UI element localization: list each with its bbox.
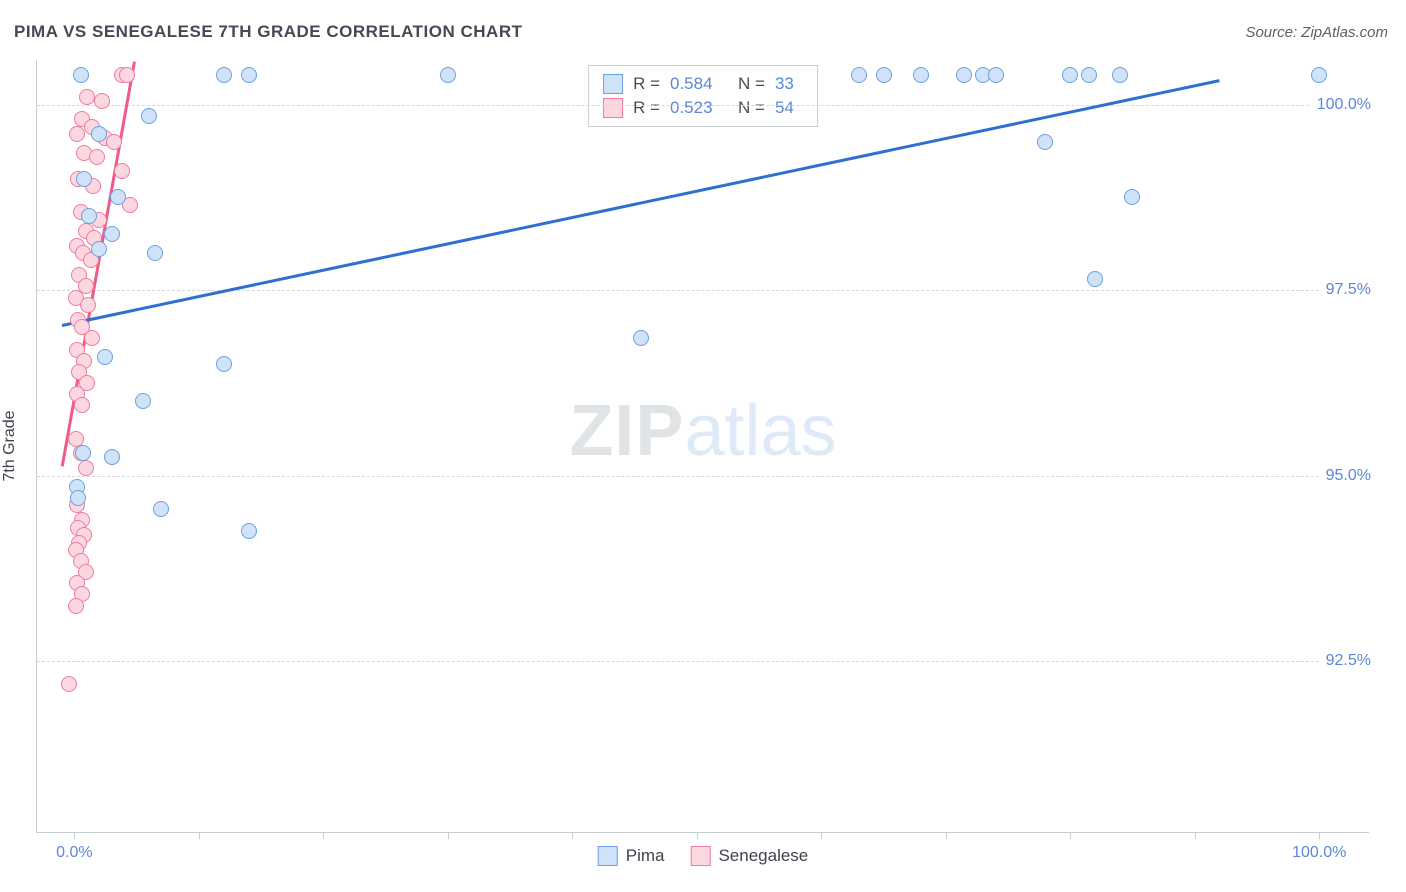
pima-n-value: 33	[775, 74, 803, 94]
chart-title: PIMA VS SENEGALESE 7TH GRADE CORRELATION…	[14, 22, 522, 42]
senegalese-swatch-icon	[603, 98, 623, 118]
pima-swatch-icon	[598, 846, 618, 866]
data-point-senegalese	[84, 330, 100, 346]
data-point-pima	[851, 67, 867, 83]
x-tick	[74, 832, 75, 839]
x-tick	[199, 832, 200, 839]
senegalese-r-value: 0.523	[670, 98, 728, 118]
data-point-senegalese	[106, 134, 122, 150]
x-tick	[448, 832, 449, 839]
y-tick-label: 92.5%	[1320, 652, 1371, 670]
x-tick	[1319, 832, 1320, 839]
data-point-pima	[75, 445, 91, 461]
data-point-senegalese	[61, 676, 77, 692]
x-tick	[1070, 832, 1071, 839]
y-tick-label: 100.0%	[1311, 96, 1371, 114]
data-point-pima	[913, 67, 929, 83]
watermark-part2: atlas	[684, 391, 836, 471]
x-tick	[697, 832, 698, 839]
x-axis-label: 0.0%	[56, 844, 92, 862]
data-point-pima	[110, 189, 126, 205]
data-point-pima	[135, 393, 151, 409]
senegalese-swatch-icon	[690, 846, 710, 866]
data-point-pima	[956, 67, 972, 83]
r-label: R =	[633, 74, 660, 94]
data-point-pima	[153, 501, 169, 517]
n-label: N =	[738, 74, 765, 94]
data-point-pima	[440, 67, 456, 83]
data-point-pima	[104, 226, 120, 242]
source-label: Source: ZipAtlas.com	[1245, 24, 1388, 41]
data-point-pima	[91, 126, 107, 142]
r-label: R =	[633, 98, 660, 118]
data-point-pima	[97, 349, 113, 365]
x-tick	[1195, 832, 1196, 839]
data-point-pima	[141, 108, 157, 124]
data-point-senegalese	[78, 460, 94, 476]
data-point-senegalese	[80, 297, 96, 313]
legend-label-senegalese: Senegalese	[718, 846, 808, 866]
x-tick	[821, 832, 822, 839]
pima-swatch-icon	[603, 74, 623, 94]
y-axis-title: 7th Grade	[1, 410, 19, 481]
data-point-senegalese	[68, 598, 84, 614]
gridline	[37, 290, 1369, 291]
n-label: N =	[738, 98, 765, 118]
watermark: ZIPatlas	[569, 390, 836, 472]
data-point-senegalese	[94, 93, 110, 109]
data-point-pima	[1037, 134, 1053, 150]
y-tick-label: 95.0%	[1320, 467, 1371, 485]
data-point-pima	[73, 67, 89, 83]
senegalese-n-value: 54	[775, 98, 803, 118]
data-point-pima	[147, 245, 163, 261]
data-point-pima	[241, 67, 257, 83]
data-point-pima	[216, 67, 232, 83]
watermark-part1: ZIP	[569, 391, 684, 471]
y-tick-label: 97.5%	[1320, 281, 1371, 299]
data-point-senegalese	[69, 126, 85, 142]
data-point-pima	[216, 356, 232, 372]
data-point-pima	[70, 490, 86, 506]
gridline	[37, 476, 1369, 477]
data-point-pima	[876, 67, 892, 83]
stats-legend-row-pima: R = 0.584 N = 33	[603, 72, 803, 96]
gridline	[37, 105, 1369, 106]
data-point-senegalese	[74, 397, 90, 413]
data-point-pima	[91, 241, 107, 257]
data-point-pima	[104, 449, 120, 465]
pima-r-value: 0.584	[670, 74, 728, 94]
x-tick	[946, 832, 947, 839]
scatter-plot-area: ZIPatlas R = 0.584 N = 33 R = 0.523 N = …	[36, 60, 1369, 833]
series-legend: Pima Senegalese	[598, 846, 809, 866]
data-point-pima	[81, 208, 97, 224]
data-point-pima	[1081, 67, 1097, 83]
data-point-pima	[241, 523, 257, 539]
x-tick	[572, 832, 573, 839]
stats-legend-row-senegalese: R = 0.523 N = 54	[603, 96, 803, 120]
data-point-pima	[633, 330, 649, 346]
legend-label-pima: Pima	[626, 846, 665, 866]
data-point-senegalese	[89, 149, 105, 165]
legend-item-pima: Pima	[598, 846, 665, 866]
data-point-senegalese	[119, 67, 135, 83]
x-tick	[323, 832, 324, 839]
data-point-pima	[76, 171, 92, 187]
data-point-pima	[1311, 67, 1327, 83]
data-point-pima	[1124, 189, 1140, 205]
data-point-senegalese	[79, 89, 95, 105]
data-point-pima	[988, 67, 1004, 83]
stats-legend: R = 0.584 N = 33 R = 0.523 N = 54	[588, 65, 818, 127]
legend-item-senegalese: Senegalese	[690, 846, 808, 866]
data-point-senegalese	[114, 163, 130, 179]
data-point-pima	[1087, 271, 1103, 287]
data-point-pima	[1062, 67, 1078, 83]
data-point-pima	[1112, 67, 1128, 83]
data-point-senegalese	[68, 431, 84, 447]
gridline	[37, 661, 1369, 662]
x-axis-label: 100.0%	[1292, 844, 1346, 862]
